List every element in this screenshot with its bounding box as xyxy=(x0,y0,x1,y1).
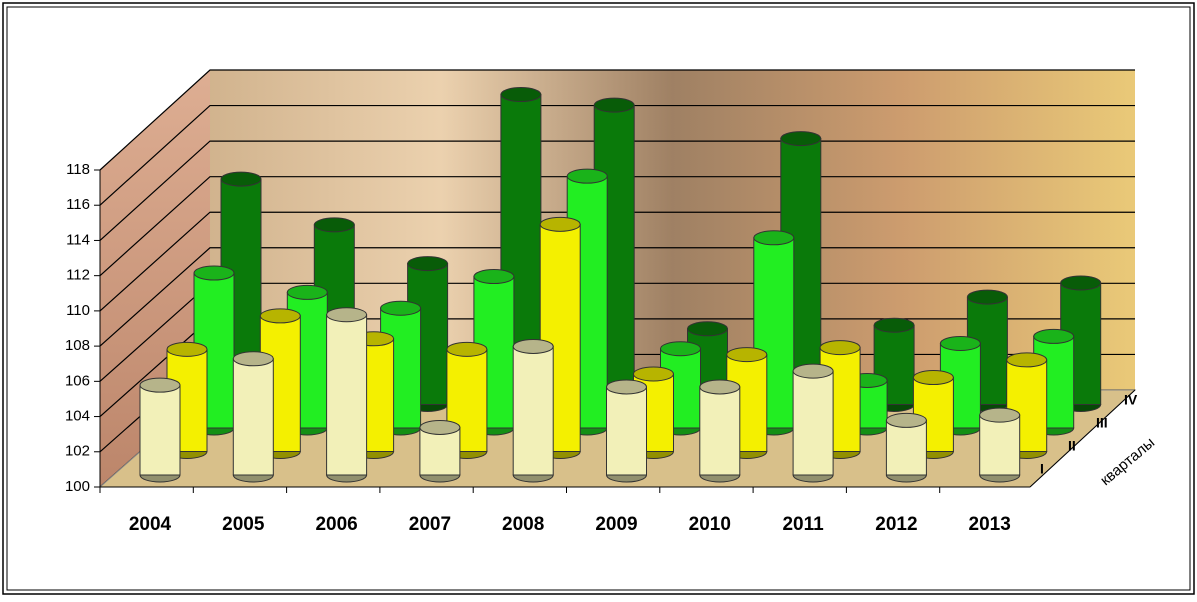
bar-top xyxy=(687,321,728,337)
y-tick-label: 108 xyxy=(65,337,90,354)
bar-top xyxy=(939,335,981,351)
y-tick-label: 104 xyxy=(65,408,90,425)
bar-top xyxy=(753,230,795,246)
bar-top xyxy=(726,347,768,363)
bar-top xyxy=(473,269,515,285)
bar-top xyxy=(446,341,488,357)
bar-top xyxy=(313,217,355,233)
bar-top xyxy=(566,168,608,184)
bar-top xyxy=(699,379,741,395)
x-tick-label: 2008 xyxy=(502,514,544,535)
bar-top xyxy=(139,377,181,393)
bar-top xyxy=(873,317,915,333)
bar-top xyxy=(286,284,328,300)
bar xyxy=(885,419,927,476)
bar-top xyxy=(979,407,1021,423)
x-tick-label: 2006 xyxy=(315,514,357,535)
bar-top xyxy=(326,307,368,323)
grid-line xyxy=(99,104,1135,206)
bar-top xyxy=(966,289,1008,305)
x-tick-label: 2009 xyxy=(595,514,637,535)
bar-top xyxy=(792,363,834,379)
x-tick-label: 2011 xyxy=(782,514,824,535)
bar-top xyxy=(885,412,927,428)
bar xyxy=(606,386,647,476)
bar-top xyxy=(380,300,422,316)
x-tick-label: 2007 xyxy=(409,514,451,535)
bar-top xyxy=(539,216,581,232)
bar-top xyxy=(512,338,554,354)
x-tick-label: 2005 xyxy=(222,514,265,535)
bar xyxy=(326,314,368,476)
bar-top xyxy=(780,131,822,147)
series-label: I xyxy=(1040,461,1044,477)
frame-inner xyxy=(6,6,1191,591)
y-tick-label: 118 xyxy=(66,161,90,178)
bar-top xyxy=(1033,328,1075,344)
bar-top xyxy=(407,256,449,272)
y-tick-label: 110 xyxy=(66,302,90,319)
bar xyxy=(232,358,274,476)
bar xyxy=(512,345,554,476)
bar xyxy=(699,386,741,476)
bar-top xyxy=(220,171,262,187)
bar xyxy=(792,370,834,476)
y-tick-label: 102 xyxy=(65,443,90,460)
bar xyxy=(139,384,181,476)
bar-top xyxy=(660,341,701,357)
bar-top xyxy=(593,97,635,113)
grid-line xyxy=(99,140,1135,241)
bar xyxy=(419,426,461,476)
grid-line xyxy=(99,211,1135,312)
y-tick-label: 114 xyxy=(66,231,90,248)
bar-top xyxy=(1060,275,1102,291)
bar-top xyxy=(259,308,301,324)
x-tick-label: 2010 xyxy=(689,514,731,535)
depth-axis-label: кварталы xyxy=(1097,434,1158,489)
bar-top xyxy=(819,340,861,356)
bar-top xyxy=(633,366,674,382)
bar-top xyxy=(232,351,274,367)
x-tick-label: 2012 xyxy=(875,514,917,535)
x-tick-label: 2013 xyxy=(969,514,1011,535)
y-tick-label: 100 xyxy=(65,478,90,495)
grid-line xyxy=(99,176,1135,277)
bar-top xyxy=(606,379,647,395)
bar-top xyxy=(912,370,954,386)
bar-top xyxy=(419,419,461,435)
y-tick-label: 116 xyxy=(66,196,90,213)
depth-axis xyxy=(1029,389,1136,488)
bar-top xyxy=(500,87,542,103)
series-label: II xyxy=(1068,438,1076,454)
bar-top xyxy=(166,341,208,357)
bar-top xyxy=(1006,352,1048,368)
grid-line xyxy=(99,69,1135,171)
y-tick-label: 112 xyxy=(66,267,90,284)
series-label: IV xyxy=(1124,392,1138,408)
grid-line xyxy=(99,247,1135,347)
bar-top xyxy=(193,265,235,281)
series-label: III xyxy=(1096,415,1108,431)
bar xyxy=(979,414,1021,476)
x-tick-label: 2004 xyxy=(129,514,172,535)
y-tick-label: 106 xyxy=(65,372,90,389)
